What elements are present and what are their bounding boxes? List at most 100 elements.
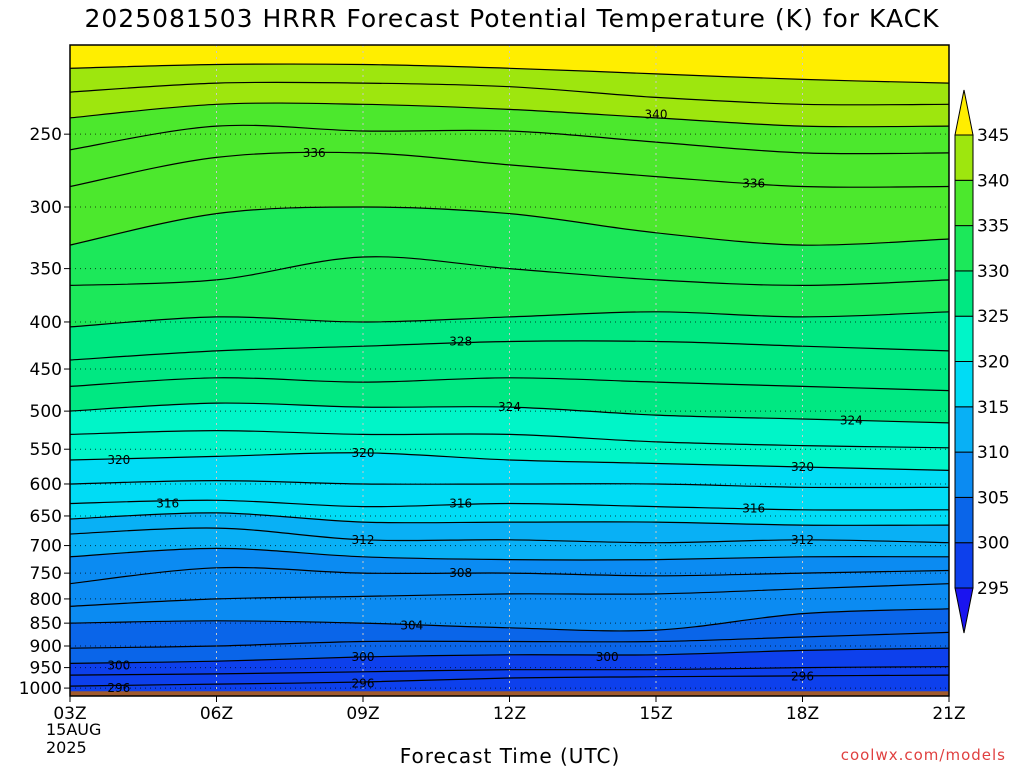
x-axis-title: Forecast Time (UTC) — [399, 744, 621, 768]
contour-label: 296 — [791, 670, 814, 684]
colorbar-swatch — [954, 315, 974, 363]
x-tick-label: 12Z — [493, 704, 526, 724]
contour-label: 316 — [156, 496, 179, 510]
y-tick-label: 900 — [30, 637, 62, 657]
contour-label: 296 — [107, 681, 130, 695]
colorbar-label: 345 — [977, 126, 1009, 146]
y-tick-label: 600 — [30, 475, 62, 495]
date-line-year: 2025 — [46, 738, 87, 757]
contour-label-text: 296 — [107, 681, 130, 695]
y-tick-label: 300 — [30, 198, 62, 218]
contour-label-text: 300 — [596, 650, 619, 664]
contour-label-layer: 296 296 296 300 300 300 304 308 312 312 316 316 316 3… — [107, 108, 863, 696]
y-tick-label: 350 — [30, 260, 62, 280]
contour-line — [70, 499, 949, 511]
y-tick-label: 850 — [30, 614, 62, 634]
contour-label: 312 — [791, 533, 814, 547]
colorbar: 295 300 305 310 315 320 325 330 335 340 345 — [954, 89, 1009, 634]
contour-label: 328 — [449, 334, 472, 348]
colorbar-swatch — [954, 225, 974, 272]
contour-line — [70, 512, 949, 526]
contour-line — [70, 377, 949, 392]
contour-label: 324 — [840, 414, 863, 428]
colorbar-label: 335 — [977, 217, 1009, 237]
contour-line — [70, 608, 949, 632]
contour-label-text: 324 — [840, 414, 863, 428]
y-tick-label: 450 — [30, 360, 62, 380]
contour-line — [70, 566, 949, 585]
colorbar-label: 295 — [977, 579, 1009, 599]
contour-label-text: 320 — [791, 460, 814, 474]
colorbar-swatch — [954, 542, 974, 589]
x-tick-label: 18Z — [786, 704, 819, 724]
y-tick-label: 250 — [30, 125, 62, 145]
colorbar-label: 310 — [977, 443, 1009, 463]
contour-label-text: 300 — [107, 658, 130, 672]
contour-layer — [70, 63, 949, 687]
y-tick-label: 500 — [30, 402, 62, 422]
contour-label: 320 — [352, 446, 375, 460]
contour-label: 320 — [107, 453, 130, 467]
contour-label-text: 316 — [449, 496, 472, 510]
colorbar-extend-top — [954, 89, 974, 136]
contour-line — [70, 429, 949, 449]
contour-line — [70, 102, 949, 128]
y-tick-label: 950 — [30, 659, 62, 679]
contour-label: 312 — [352, 533, 375, 547]
contour-line — [70, 479, 949, 489]
colorbar-swatch — [954, 451, 974, 498]
contour-line — [70, 452, 949, 471]
contour-line — [70, 583, 949, 607]
watermark-link[interactable]: coolwx.com/models — [840, 746, 1006, 764]
contour-label-text: 328 — [449, 334, 472, 348]
contour-label: 320 — [791, 460, 814, 474]
contour-label: 300 — [352, 650, 375, 664]
ground-layer — [70, 691, 949, 696]
temperature-fill-layer — [70, 45, 949, 696]
contour-label: 300 — [107, 658, 130, 672]
y-tick-label: 400 — [30, 313, 62, 333]
contour-label-text: 336 — [303, 146, 326, 160]
contour-label: 336 — [303, 146, 326, 160]
colorbar-swatch — [954, 270, 974, 317]
y-axis: 250 300 350 400 450 500 550 600 650 700 750 800 850 9… — [19, 125, 70, 699]
contour-label-text: 300 — [352, 650, 375, 664]
contour-line — [70, 647, 949, 664]
contour-line — [70, 631, 949, 649]
x-tick-label: 21Z — [932, 704, 965, 724]
contour-label: 300 — [596, 650, 619, 664]
page-title: 2025081503 HRRR Forecast Potential Tempe… — [84, 4, 940, 33]
contour-label-text: 324 — [498, 400, 521, 414]
colorbar-label: 300 — [977, 534, 1009, 554]
contour-line — [70, 81, 949, 106]
date-line-day: 15AUG — [46, 720, 102, 739]
contour-label-text: 316 — [742, 502, 765, 516]
y-tick-label: 800 — [30, 590, 62, 610]
colorbar-swatch — [954, 361, 974, 408]
contour-line — [70, 206, 949, 246]
x-tick-label: 03Z — [53, 704, 86, 724]
colorbar-label: 315 — [977, 398, 1009, 418]
colorbar-label: 330 — [977, 262, 1009, 282]
contour-label-text: 312 — [352, 533, 375, 547]
x-axis: 03Z 06Z 09Z 12Z 15Z 18Z 21Z — [53, 696, 966, 724]
colorbar-label: 340 — [977, 171, 1009, 191]
colorbar-label: 325 — [977, 307, 1009, 327]
contour-line — [70, 666, 949, 676]
y-tick-label: 700 — [30, 537, 62, 557]
x-tick-label: 09Z — [346, 704, 379, 724]
y-tick-label: 1000 — [19, 679, 62, 699]
x-tick-label: 15Z — [639, 704, 672, 724]
contour-label: 340 — [645, 108, 668, 122]
contour-label: 336 — [742, 177, 765, 191]
contour-line — [70, 527, 949, 544]
colorbar-swatch — [954, 134, 974, 181]
colorbar-swatch — [954, 406, 974, 453]
y-tick-label: 750 — [30, 564, 62, 584]
contour-line — [70, 674, 949, 687]
contour-line — [70, 547, 949, 561]
contour-label-text: 296 — [352, 676, 375, 690]
contour-label-text: 340 — [645, 108, 668, 122]
colorbar-swatch — [954, 496, 974, 544]
